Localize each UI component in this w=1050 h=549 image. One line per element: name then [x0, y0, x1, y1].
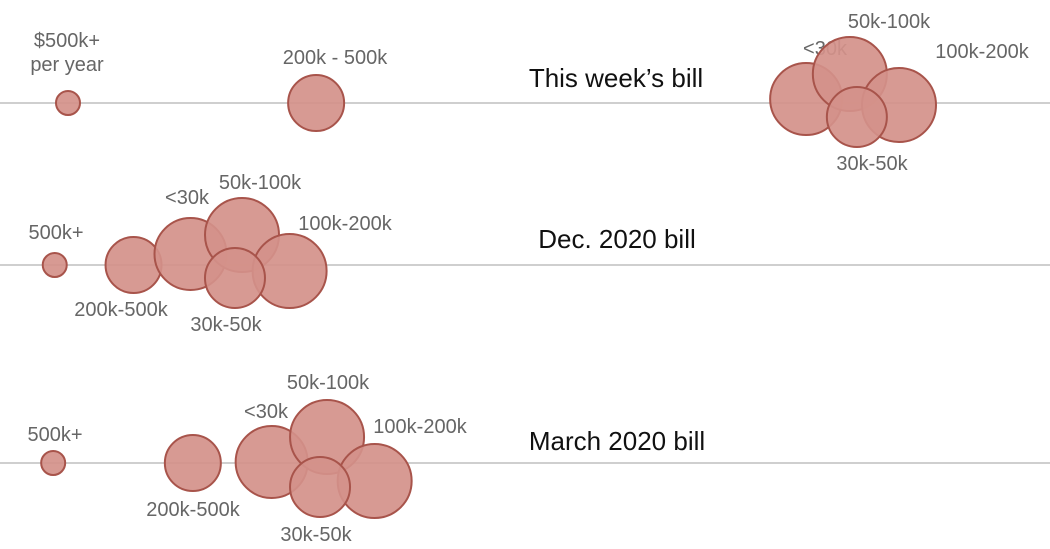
- bubble-label-row-2-5: 100k-200k: [298, 213, 392, 235]
- bubble-label-row-3-1: 500k+: [27, 424, 82, 446]
- bubble-row-3-2: [163, 434, 222, 492]
- bubble-label-row-1-5: 100k-200k: [935, 41, 1029, 63]
- bubble-label-row-3-2: 200k-500k: [146, 499, 240, 521]
- bubble-label-row-1-1: $500k+ per year: [30, 30, 104, 76]
- bubble-label-row-1-2: 200k - 500k: [283, 47, 389, 69]
- bubble-label-row-3-4: 50k-100k: [287, 372, 370, 394]
- bubble-label-row-2-6: 30k-50k: [190, 314, 262, 336]
- bubble-row-1-1: [55, 90, 81, 116]
- bubble-label-row-2-2: 200k-500k: [74, 299, 168, 321]
- bubble-label-row-2-4: 50k-100k: [219, 172, 302, 194]
- bubble-label-row-3-6: 30k-50k: [280, 524, 352, 546]
- row-title-3: March 2020 bill: [529, 426, 705, 456]
- bubble-row-2-1: [41, 252, 68, 278]
- bubble-label-row-3-5: 100k-200k: [373, 416, 467, 438]
- bubble-row-1-6: [825, 86, 888, 148]
- bubble-row-3-1: [40, 450, 67, 476]
- bubble-label-row-1-6: 30k-50k: [836, 153, 908, 175]
- bubble-label-row-2-3: <30k: [165, 187, 210, 209]
- bubble-row-2-2: [104, 236, 163, 294]
- bubble-label-row-1-4: 50k-100k: [848, 11, 931, 33]
- bubble-row-2-6: [203, 247, 266, 309]
- row-title-2: Dec. 2020 bill: [538, 224, 696, 254]
- bubble-row-3-6: [289, 456, 352, 518]
- row-title-1: This week’s bill: [529, 63, 703, 93]
- bubble-row-1-2: [287, 74, 346, 132]
- bubble-label-row-3-3: <30k: [244, 401, 289, 423]
- bubble-label-row-2-1: 500k+: [28, 222, 83, 244]
